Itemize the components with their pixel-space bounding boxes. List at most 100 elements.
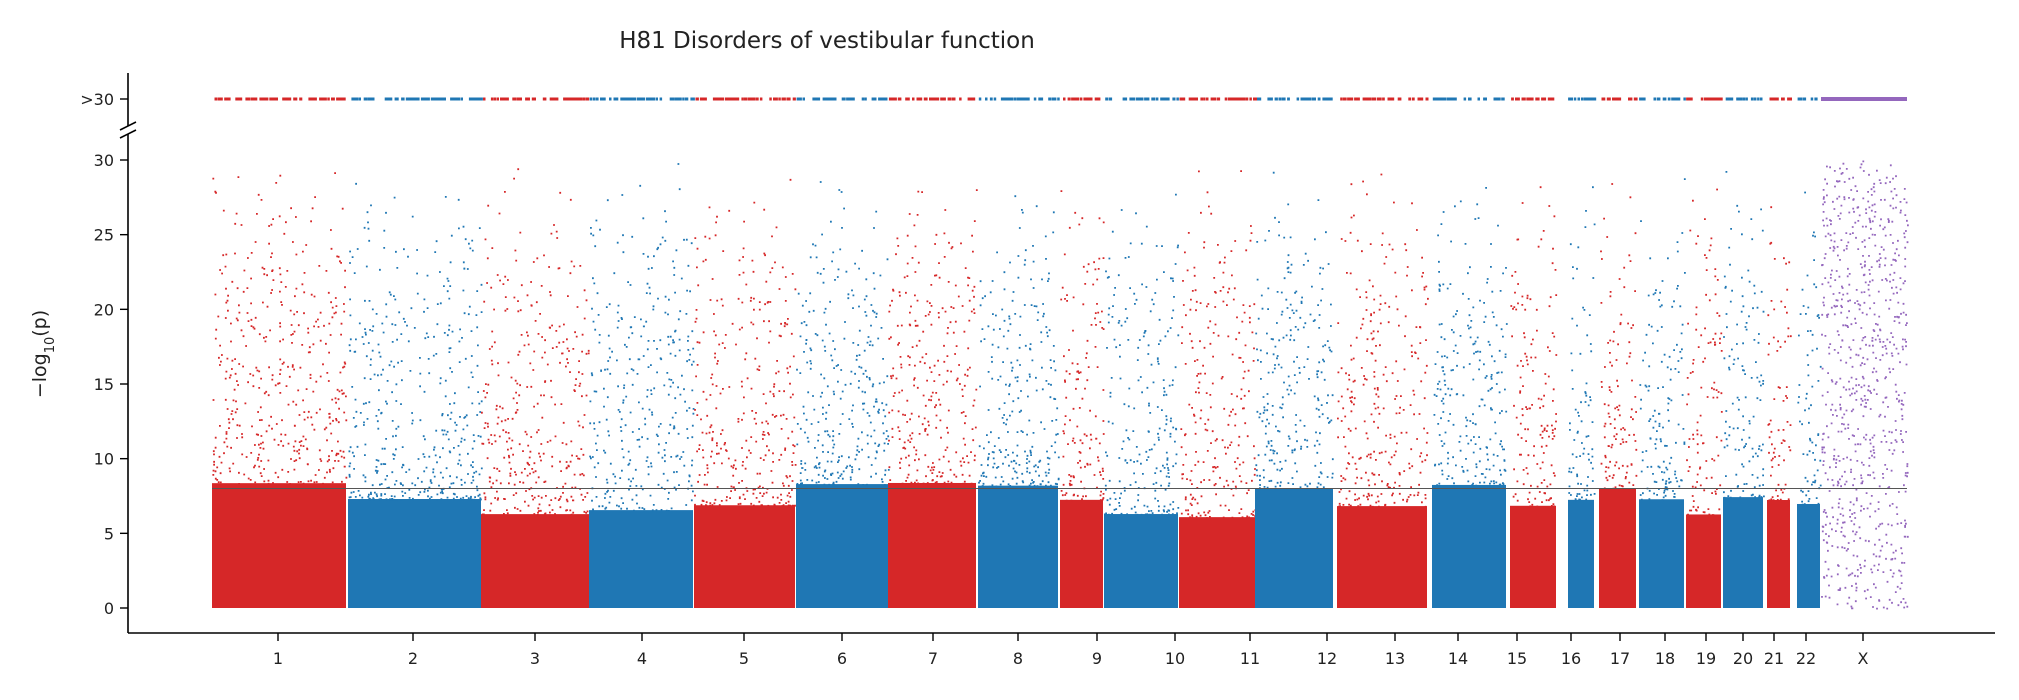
chromosome-17-dense-band [1599,488,1636,608]
chromosome-4-dense-band [589,510,693,608]
y-tick-label-20: 20 [94,300,114,319]
y-tick-label-15: 15 [94,375,114,394]
x-tick-label-17: 17 [1610,649,1630,668]
chromosome-9-capped-points [1063,97,1101,101]
x-tick-label-12: 12 [1317,649,1337,668]
chromosome-6-scatter [796,181,890,486]
chromosome-12-points [1255,97,1334,608]
chromosome-13-capped-points [1340,97,1429,101]
x-tick-label-9: 9 [1092,649,1102,668]
chromosome-17-scatter [1600,183,1638,491]
chromosome-6-dense-band [796,484,888,608]
chromosome-7-dense-band [888,482,976,608]
y-axis-label-main: −log [29,353,51,398]
chromosome-12-dense-band [1255,488,1333,608]
chromosome-11-capped-points [1179,97,1258,101]
chromosome-21-scatter [1767,206,1792,502]
chromosome-22-dense-band [1797,503,1820,608]
x-tick-label-5: 5 [739,649,749,668]
chromosome-18-scatter [1639,178,1686,501]
chromosome-10-capped-points [1105,97,1179,101]
chromosome-18-dense-band [1639,499,1684,608]
chromosome-13-dense-band [1337,506,1427,608]
y-tick-label-capped: >30 [80,90,114,109]
chromosome-20-points [1723,97,1765,608]
chromosome-1-scatter [212,172,348,485]
chart-title: H81 Disorders of vestibular function [619,28,1035,54]
chromosome-18-capped-points [1639,97,1686,101]
chromosome-7-points [888,97,978,608]
chromosome-19-points [1686,97,1723,608]
x-tick-label-18: 18 [1655,649,1675,668]
x-tick-label-22: 22 [1796,649,1816,668]
x-tick-label-1: 1 [273,649,283,668]
chromosome-13-points [1337,97,1429,608]
chromosome-14-points [1432,97,1508,608]
chromosome-2-points [348,97,483,608]
chromosome-5-points [694,97,797,608]
chromosome-7-capped-points [888,97,976,101]
chromosome-11-points [1179,97,1258,608]
chromosome-17-capped-points [1601,97,1638,101]
chromosome-X-capped-points [1821,97,1907,101]
chromosome-16-dense-band [1568,499,1594,608]
chromosome-10-points [1104,97,1180,608]
x-tick-label-19: 19 [1696,649,1716,668]
chromosome-21-capped-points [1769,97,1792,101]
x-tick-label-7: 7 [928,649,938,668]
y-tick-label-10: 10 [94,450,114,469]
chromosome-22-scatter [1797,191,1822,506]
chromosome-15-points [1510,97,1558,608]
chromosome-X-points [1821,97,1909,610]
chromosome-14-dense-band [1432,484,1506,608]
x-tick-label-20: 20 [1733,649,1753,668]
chromosome-2-capped-points [351,97,483,101]
chromosome-3-capped-points [483,97,590,101]
chromosome-21-points [1767,97,1792,608]
y-axis-label: −log10(p) [29,310,58,398]
chromosome-19-capped-points [1686,97,1723,101]
chromosome-4-points [589,97,695,608]
chromosome-22-points [1797,97,1822,608]
axis-break-mark-top [119,121,137,131]
chromosome-1-points [212,97,348,608]
svg-text:−log10(p): −log10(p) [29,310,58,398]
x-tick-label-14: 14 [1448,649,1468,668]
x-tick-label-13: 13 [1385,649,1405,668]
x-tick-label-11: 11 [1240,649,1260,668]
x-tick-label-8: 8 [1013,649,1023,668]
chromosome-12-capped-points [1257,97,1333,101]
x-tick-label-3: 3 [530,649,540,668]
data-points [212,97,1909,610]
chromosome-4-scatter [589,163,695,512]
chromosome-5-dense-band [694,505,795,608]
chromosome-2-dense-band [348,499,481,608]
chromosome-9-points [1060,97,1105,608]
chromosome-16-points [1568,97,1597,608]
x-tick-label-10: 10 [1165,649,1185,668]
chromosome-20-dense-band [1723,497,1763,608]
chromosome-8-dense-band [978,485,1058,608]
y-tick-label-30: 30 [94,151,114,170]
chromosome-20-capped-points [1725,97,1763,101]
y-tick-label-0: 0 [104,599,114,618]
chromosome-1-capped-points [214,97,346,101]
chromosome-6-capped-points [796,97,888,101]
chromosome-14-scatter [1433,187,1508,487]
chromosome-3-dense-band [481,514,589,608]
chromosome-3-points [481,97,590,608]
x-tick-label-4: 4 [637,649,647,668]
chromosome-1-dense-band [212,483,346,608]
y-axis-label-rest: (p) [29,310,51,337]
chromosome-4-capped-points [589,97,695,101]
chromosome-X-scatter [1821,160,1909,610]
y-tick-label-5: 5 [104,524,114,543]
chromosome-15-scatter [1510,186,1558,508]
chromosome-18-points [1639,97,1686,608]
tick-labels: 1 2 3 4 5 6 7 8 9 10 11 12 13 14 15 16 17 18 19 20 21 22 X0510… [80,90,1868,668]
chromosome-19-scatter [1686,188,1723,517]
axis-break-mark-bottom [119,129,137,139]
chromosome-11-scatter [1180,170,1257,519]
chromosome-9-scatter [1060,190,1105,502]
